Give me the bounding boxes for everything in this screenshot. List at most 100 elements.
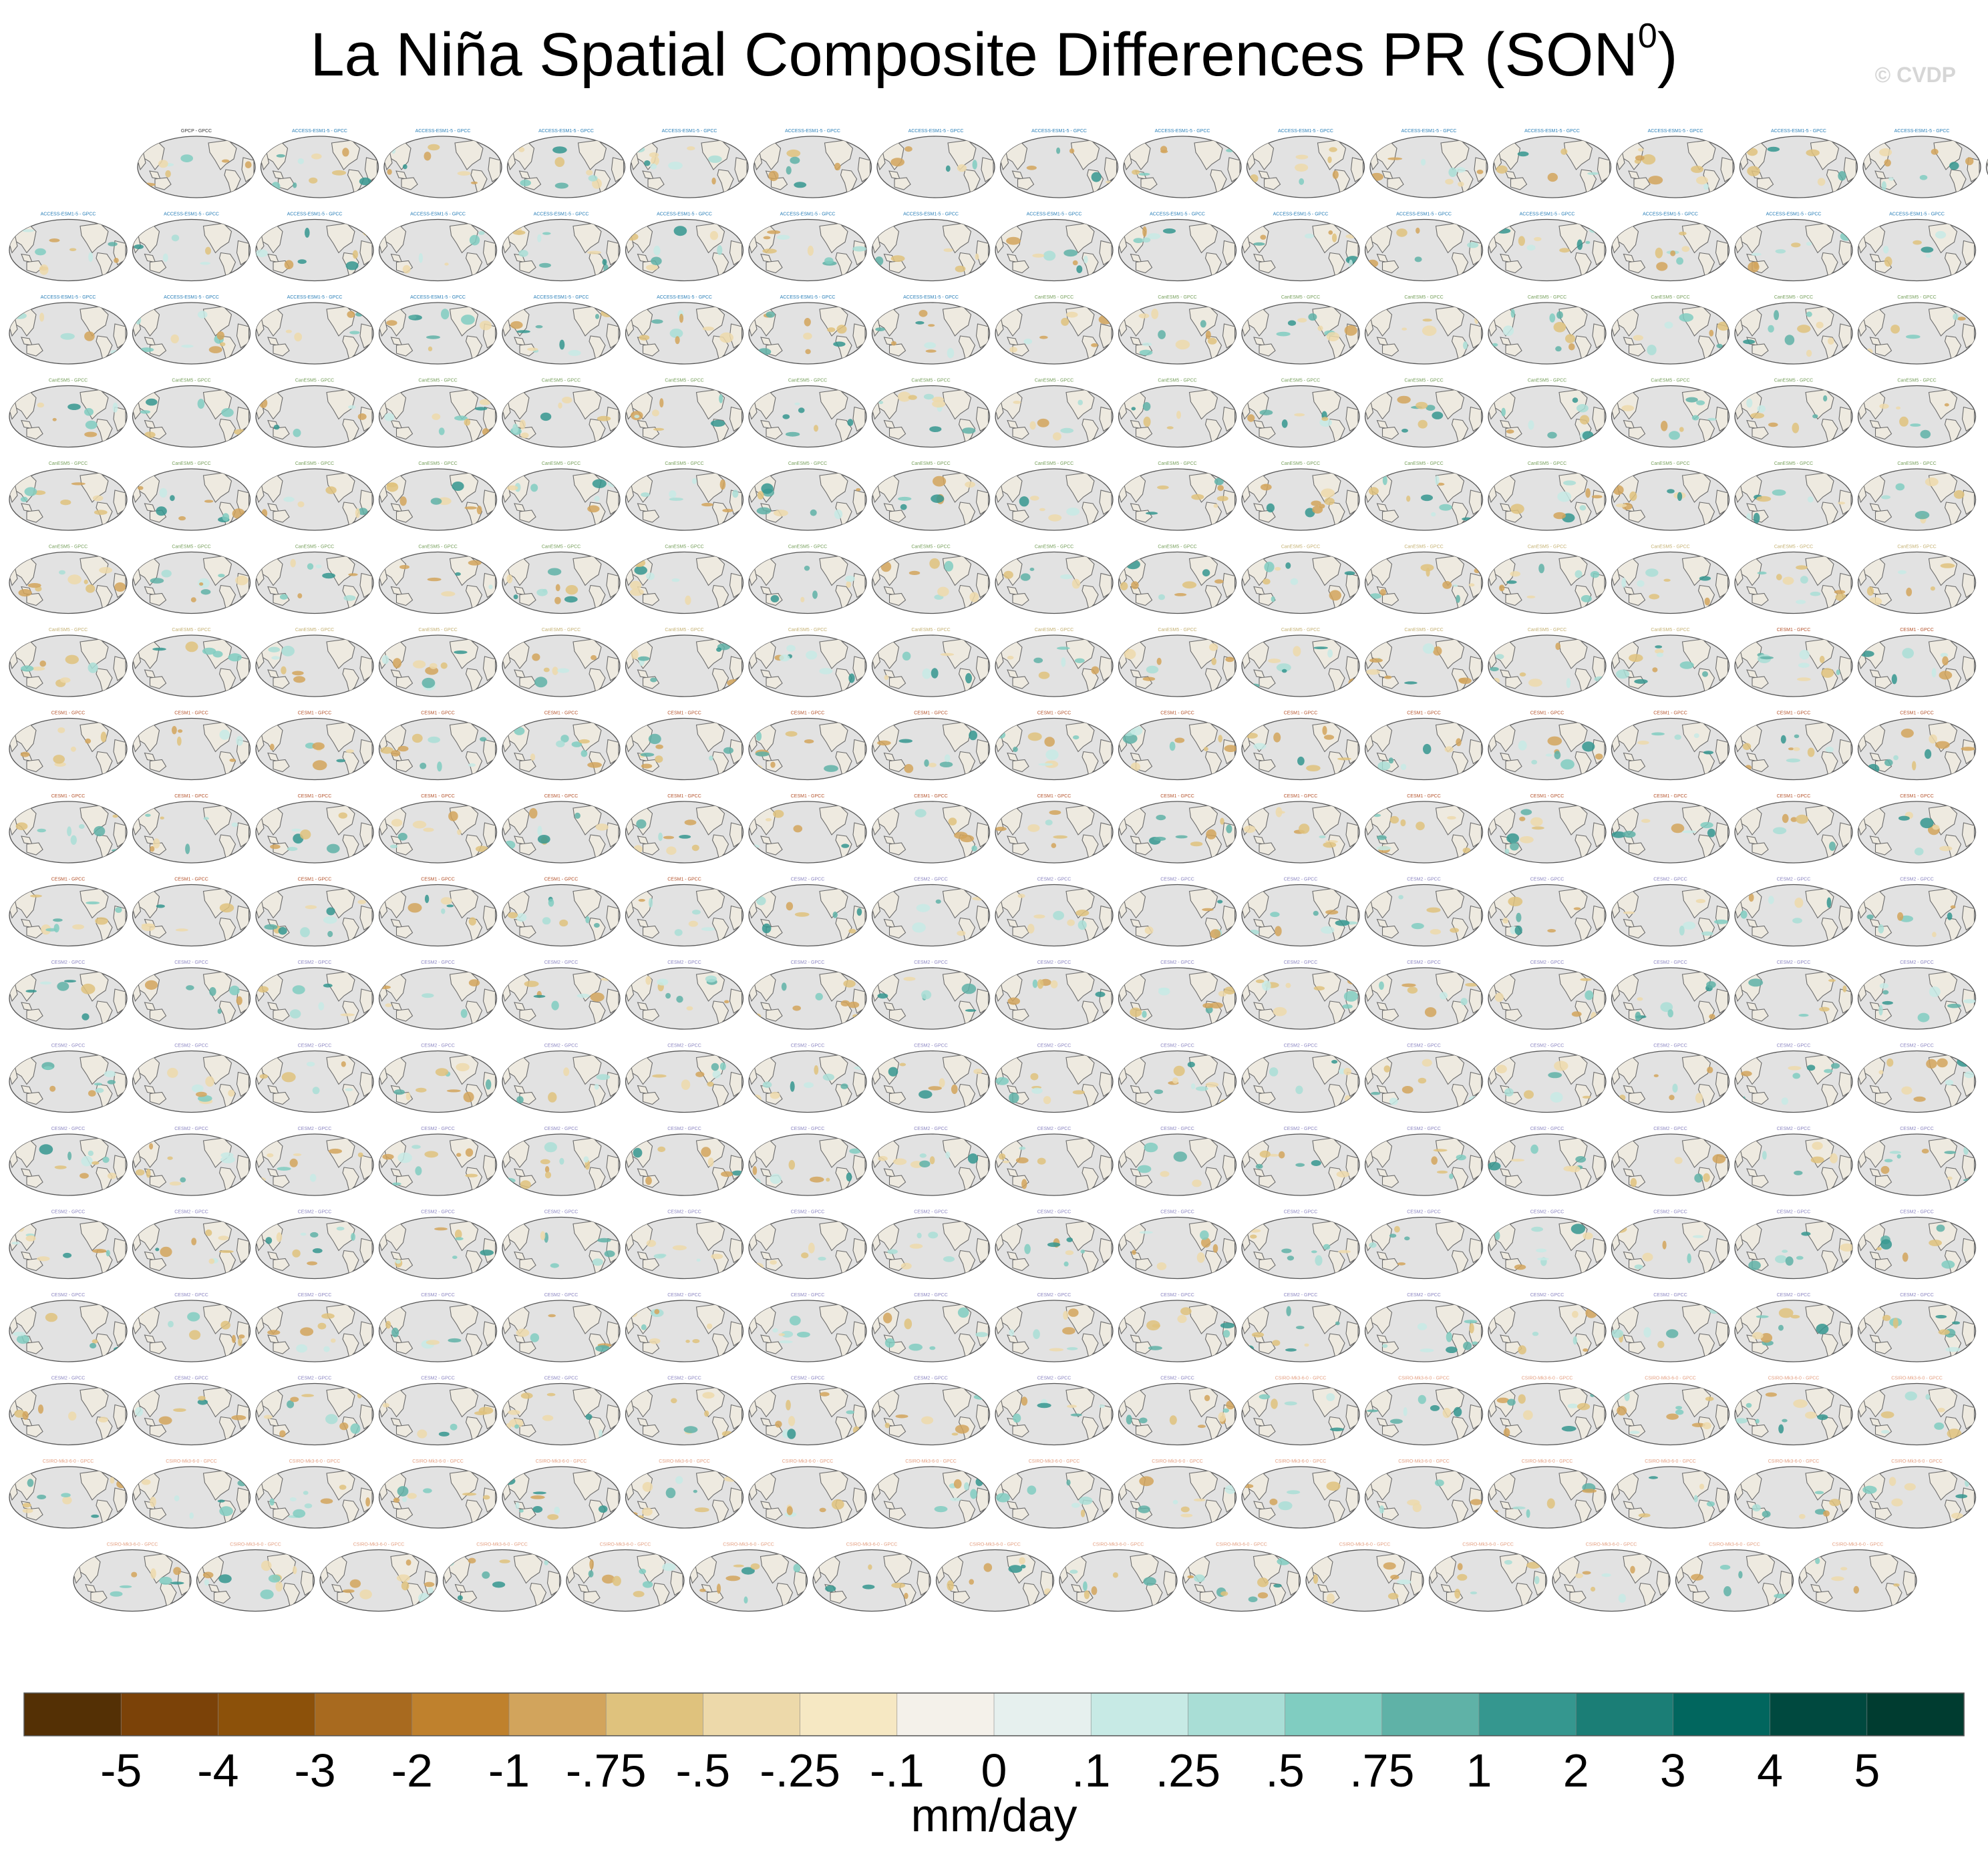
anomaly-patch <box>520 432 529 439</box>
panel-map: CanESM5 - GPCC <box>502 628 621 697</box>
coastline <box>819 1220 848 1252</box>
anomaly-patch <box>1456 594 1460 603</box>
anomaly-patch <box>1568 1165 1581 1173</box>
coastline <box>273 1091 290 1105</box>
anomaly-patch <box>59 570 65 575</box>
panel-title: CanESM5 - GPCC <box>542 379 581 383</box>
anomaly-patch <box>645 976 651 985</box>
anomaly-patch <box>202 647 216 655</box>
coastline <box>513 1553 543 1584</box>
anomaly-patch <box>1545 753 1552 757</box>
anomaly-patch <box>1893 755 1898 761</box>
anomaly-patch <box>1032 979 1038 988</box>
anomaly-patch <box>457 171 471 176</box>
anomaly-patch <box>1249 1229 1261 1233</box>
coastline <box>1474 157 1487 182</box>
anomaly-patch <box>1397 395 1411 404</box>
anomaly-patch <box>297 158 304 164</box>
anomaly-patch <box>1709 329 1714 337</box>
coastline <box>729 1404 743 1430</box>
anomaly-patch <box>1817 178 1826 186</box>
coastline <box>695 1470 725 1501</box>
anomaly-patch <box>187 1312 200 1322</box>
anomaly-patch <box>868 1564 872 1570</box>
anomaly-patch <box>1560 759 1575 770</box>
anomaly-patch <box>441 591 456 597</box>
panel-map: CSIRO-Mk3-6-0 - GPCC <box>1857 1459 1977 1529</box>
anomaly-patch <box>396 1574 410 1582</box>
anomaly-patch <box>1748 978 1764 987</box>
anomaly-patch <box>27 583 41 588</box>
coastline <box>1099 905 1112 931</box>
coastline <box>642 343 660 357</box>
anomaly-patch <box>1792 918 1802 924</box>
coastline <box>1188 1304 1218 1334</box>
panel-title: CSIRO-Mk3-6-0 - GPCC <box>1645 1376 1696 1381</box>
coastline <box>1715 1238 1729 1264</box>
coastline <box>113 822 126 848</box>
anomaly-patch <box>296 1344 307 1353</box>
anomaly-patch <box>92 495 104 502</box>
anomaly-patch <box>1295 1085 1303 1095</box>
anomaly-patch <box>1590 571 1600 578</box>
coastline <box>824 140 854 170</box>
anomaly-patch <box>1681 830 1697 833</box>
anomaly-patch <box>701 502 713 507</box>
anomaly-patch <box>1400 819 1406 827</box>
panel-title: CESM1 - GPCC <box>421 794 455 799</box>
anomaly-patch <box>547 1514 559 1520</box>
anomaly-patch <box>278 927 287 935</box>
anomaly-patch <box>1023 339 1033 345</box>
panel-map: CESM2 - GPCC <box>625 1376 744 1446</box>
panel-map: CESM2 - GPCC <box>1364 1127 1484 1196</box>
coastline <box>975 240 989 266</box>
coastline <box>1752 676 1769 689</box>
anomaly-patch <box>1247 414 1255 422</box>
anomaly-patch <box>785 431 800 437</box>
coastline <box>1558 1386 1588 1418</box>
anomaly-patch <box>797 1332 810 1338</box>
coastline <box>572 1220 602 1252</box>
anomaly-patch <box>261 509 268 518</box>
anomaly-patch <box>463 1091 474 1103</box>
anomaly-patch <box>932 400 946 408</box>
anomaly-patch <box>578 739 590 744</box>
coastline <box>1345 1487 1359 1513</box>
anomaly-patch <box>1518 236 1525 246</box>
anomaly-patch <box>1760 656 1774 660</box>
coastline <box>729 490 743 515</box>
panel-map: CanESM5 - GPCC <box>1734 379 1853 448</box>
anomaly-patch <box>1536 1248 1547 1253</box>
panel-title: CESM1 - GPCC <box>174 878 208 882</box>
anomaly-patch <box>1401 983 1416 987</box>
panel-title: CSIRO-Mk3-6-0 - GPCC <box>1029 1459 1080 1464</box>
anomaly-patch <box>904 1318 913 1330</box>
anomaly-patch <box>1190 842 1203 847</box>
anomaly-patch <box>652 1074 667 1078</box>
anomaly-patch <box>1039 335 1048 339</box>
coastline <box>79 1304 109 1334</box>
panel-map: CSIRO-Mk3-6-0 - GPCC <box>132 1459 251 1529</box>
anomaly-patch <box>554 157 565 167</box>
anomaly-patch <box>1585 1308 1598 1318</box>
anomaly-patch <box>951 1433 959 1436</box>
anomaly-patch <box>1945 1347 1961 1352</box>
coastline <box>1805 1220 1834 1252</box>
anomaly-patch <box>537 234 542 242</box>
anomaly-patch <box>899 1063 906 1067</box>
anomaly-patch <box>1583 1348 1589 1352</box>
anomaly-patch <box>456 1153 462 1157</box>
coastline <box>1928 1137 1958 1168</box>
anomaly-patch <box>520 179 531 186</box>
anomaly-patch <box>880 561 892 572</box>
anomaly-patch <box>407 903 422 913</box>
anomaly-patch <box>1713 919 1729 924</box>
panel-title: ACCESS-ESM1-5 - GPCC <box>1396 212 1452 217</box>
anomaly-patch <box>1024 1244 1031 1254</box>
anomaly-patch <box>1748 1260 1761 1270</box>
anomaly-patch <box>819 668 833 675</box>
anomaly-patch <box>190 597 196 602</box>
anomaly-patch <box>1919 175 1928 180</box>
anomaly-patch <box>267 1330 281 1335</box>
anomaly-patch <box>588 1570 594 1577</box>
